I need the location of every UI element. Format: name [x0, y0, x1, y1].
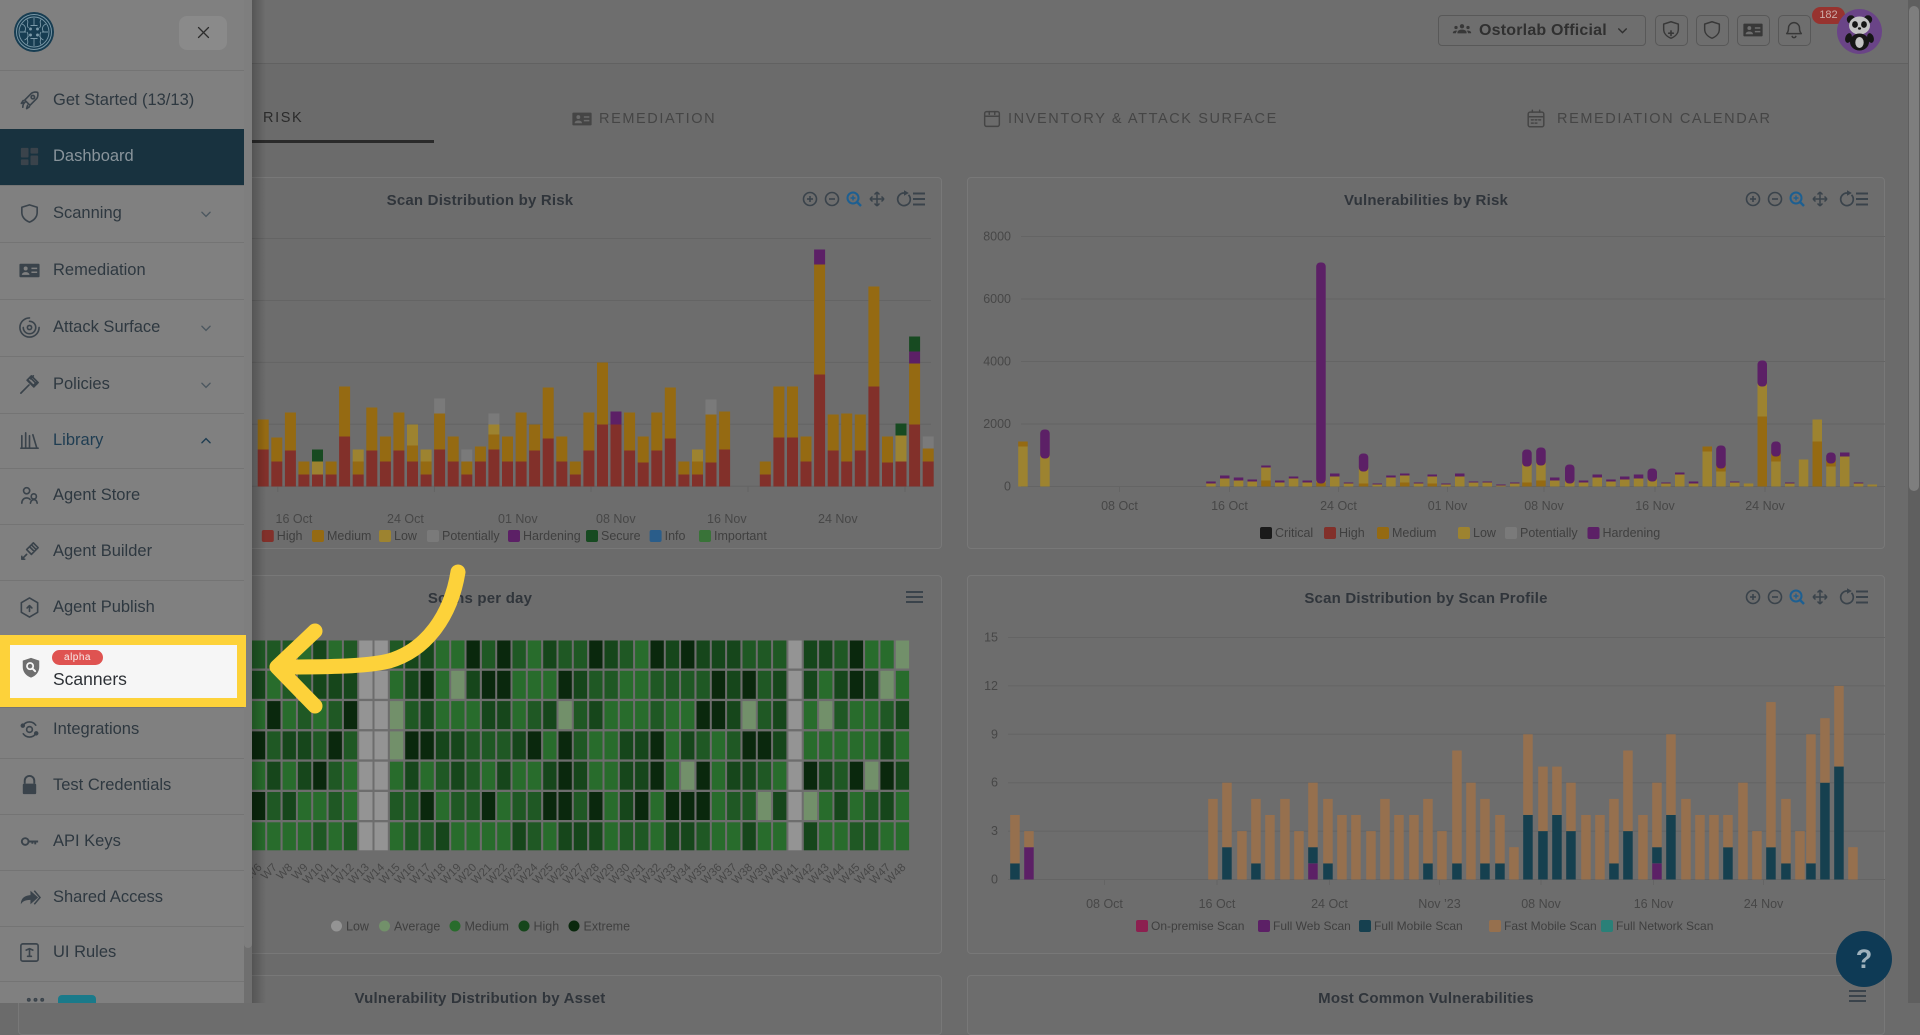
svg-text:Info: Info [665, 529, 686, 543]
svg-text:6: 6 [991, 776, 998, 790]
svg-text:24 Oct: 24 Oct [1311, 897, 1348, 911]
svg-text:16 Nov: 16 Nov [1634, 897, 1674, 911]
svg-text:24 Oct: 24 Oct [1320, 499, 1357, 513]
svg-text:On-premise Scan: On-premise Scan [1151, 919, 1244, 933]
svg-text:3: 3 [991, 824, 998, 838]
svg-text:16 Nov: 16 Nov [1635, 499, 1675, 513]
svg-text:Average: Average [394, 920, 440, 934]
svg-text:Full Web Scan: Full Web Scan [1273, 919, 1351, 933]
svg-text:0: 0 [991, 873, 998, 887]
svg-text:Fast Mobile Scan: Fast Mobile Scan [1504, 919, 1597, 933]
svg-text:12: 12 [984, 679, 998, 693]
svg-text:16 Oct: 16 Oct [1211, 499, 1248, 513]
svg-text:16 Oct: 16 Oct [276, 512, 313, 526]
svg-text:9: 9 [991, 727, 998, 741]
svg-text:Extreme: Extreme [584, 920, 631, 934]
svg-text:4000: 4000 [983, 355, 1011, 369]
svg-text:Hardening: Hardening [523, 529, 581, 543]
svg-text:16 Nov: 16 Nov [707, 512, 747, 526]
svg-text:High: High [277, 529, 303, 543]
svg-text:08 Nov: 08 Nov [596, 512, 636, 526]
svg-text:Potentially: Potentially [1520, 526, 1578, 540]
svg-text:Low: Low [1473, 526, 1497, 540]
svg-text:08 Oct: 08 Oct [1101, 499, 1138, 513]
svg-text:Critical: Critical [1275, 526, 1313, 540]
svg-text:24 Nov: 24 Nov [1745, 499, 1785, 513]
svg-text:Low: Low [346, 920, 370, 934]
svg-text:Potentially: Potentially [442, 529, 500, 543]
svg-text:High: High [534, 920, 560, 934]
svg-text:08 Nov: 08 Nov [1521, 897, 1561, 911]
svg-text:8000: 8000 [983, 230, 1011, 244]
svg-text:24 Nov: 24 Nov [818, 512, 858, 526]
svg-text:6000: 6000 [983, 292, 1011, 306]
svg-text:High: High [1339, 526, 1365, 540]
svg-text:Secure: Secure [601, 529, 641, 543]
svg-text:24 Oct: 24 Oct [387, 512, 424, 526]
svg-text:16 Oct: 16 Oct [1199, 897, 1236, 911]
svg-text:Medium: Medium [1392, 526, 1436, 540]
svg-text:08 Nov: 08 Nov [1524, 499, 1564, 513]
svg-text:Hardening: Hardening [1603, 526, 1661, 540]
svg-text:08 Oct: 08 Oct [1086, 897, 1123, 911]
svg-text:Full Network Scan: Full Network Scan [1616, 919, 1713, 933]
svg-text:15: 15 [984, 631, 998, 645]
svg-text:01 Nov: 01 Nov [1428, 499, 1468, 513]
svg-text:Full Mobile Scan: Full Mobile Scan [1374, 919, 1463, 933]
svg-text:24 Nov: 24 Nov [1744, 897, 1784, 911]
svg-text:Medium: Medium [465, 920, 509, 934]
svg-text:Low: Low [394, 529, 418, 543]
svg-text:Important: Important [714, 529, 767, 543]
svg-text:2000: 2000 [983, 417, 1011, 431]
svg-text:Medium: Medium [327, 529, 371, 543]
svg-text:01 Nov: 01 Nov [498, 512, 538, 526]
svg-text:0: 0 [1004, 480, 1011, 494]
svg-text:Nov ’23: Nov ’23 [1418, 897, 1460, 911]
